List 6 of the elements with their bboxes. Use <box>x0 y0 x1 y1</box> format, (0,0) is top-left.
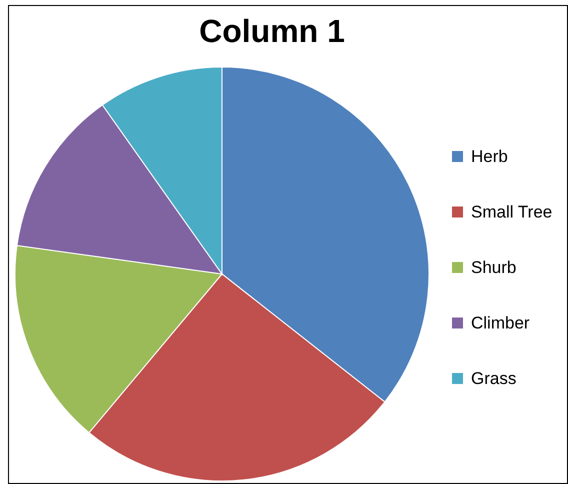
legend-label: Herb <box>471 147 508 166</box>
legend-label: Climber <box>471 314 530 332</box>
legend-label: Small Tree <box>471 202 552 222</box>
legend-label: Grass <box>471 369 516 388</box>
legend-label: Shurb <box>471 258 516 277</box>
chart-title: Column 1 <box>199 13 345 49</box>
